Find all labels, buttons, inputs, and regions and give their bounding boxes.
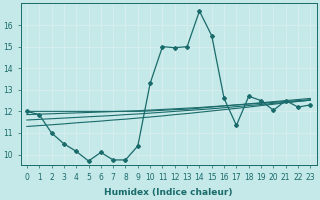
- X-axis label: Humidex (Indice chaleur): Humidex (Indice chaleur): [104, 188, 233, 197]
